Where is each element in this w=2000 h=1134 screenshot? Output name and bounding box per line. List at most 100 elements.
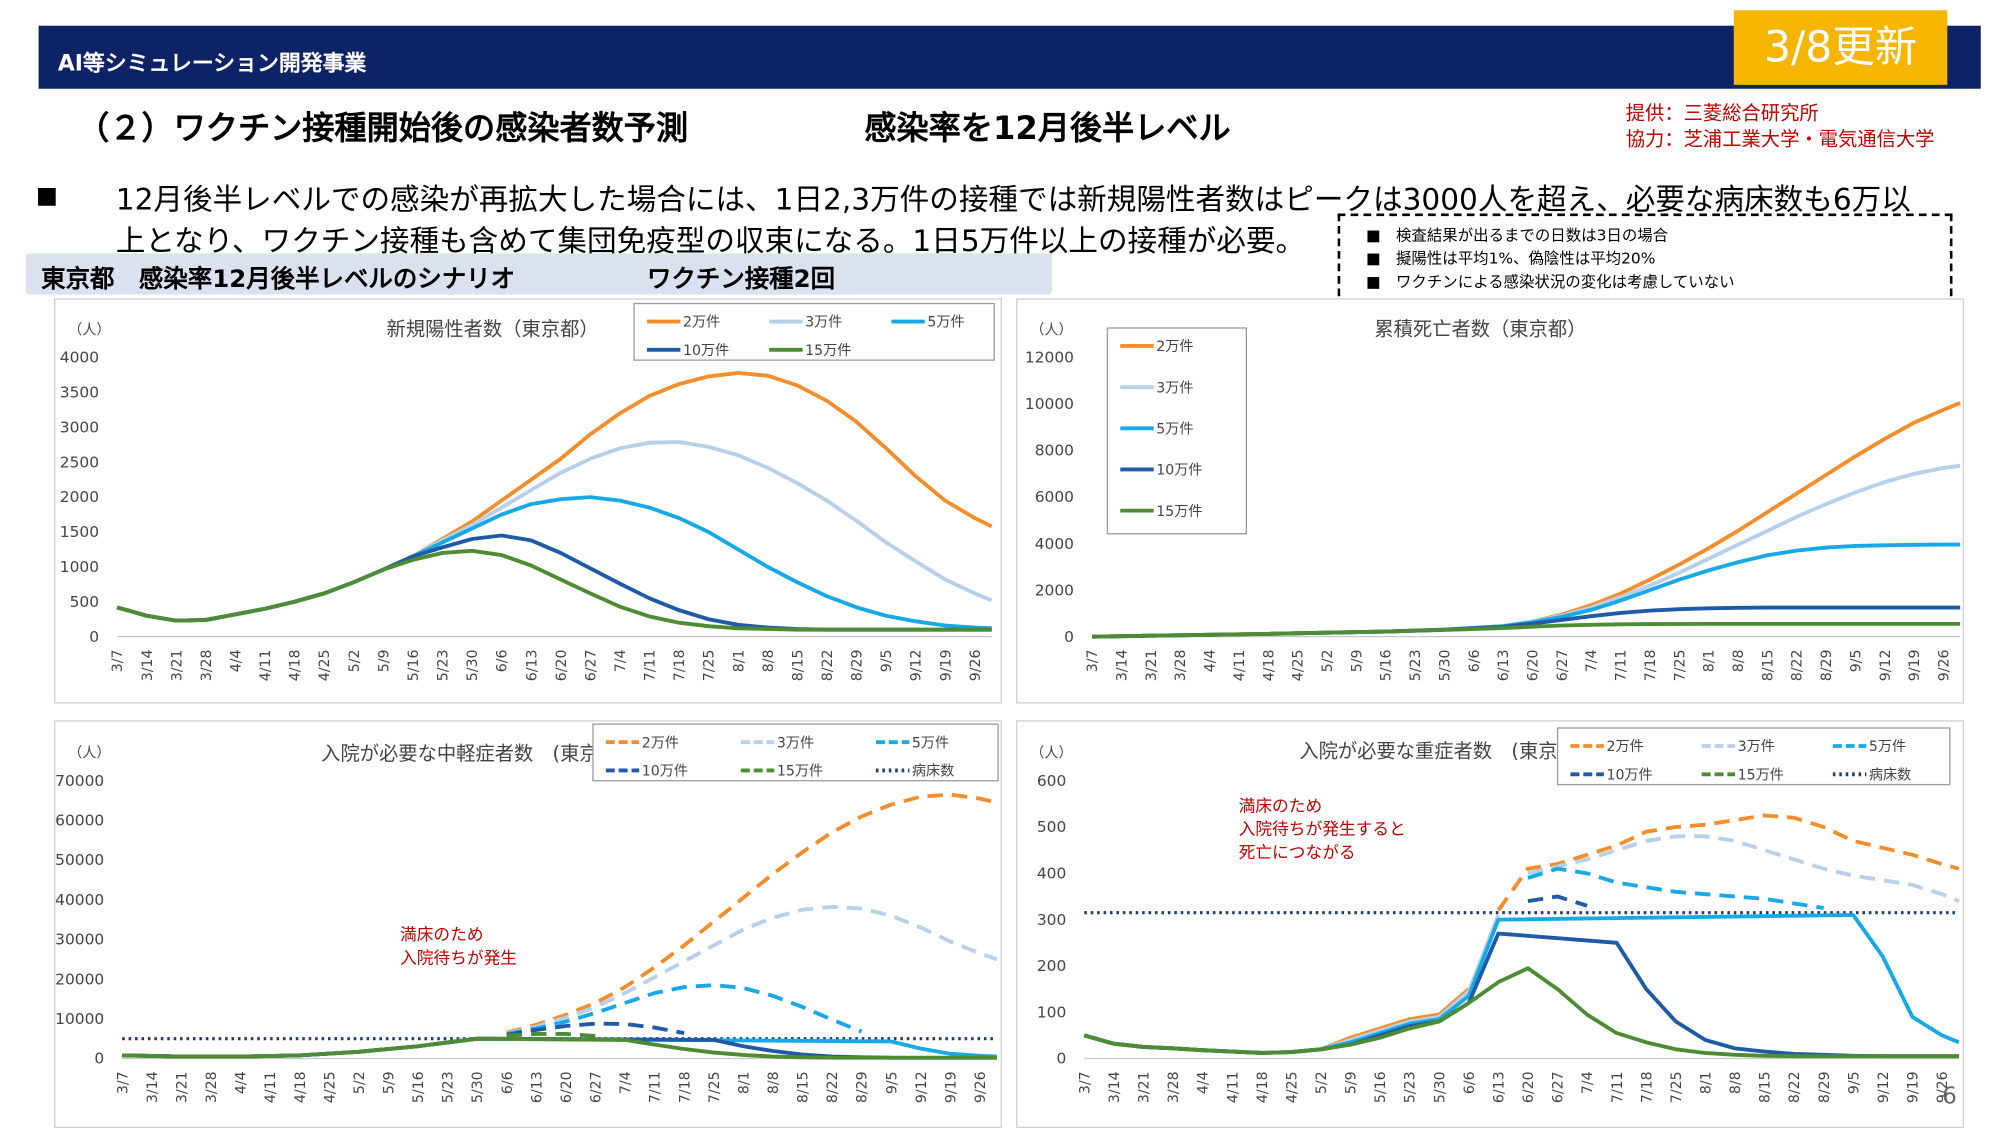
x-tick-label: 4/25 [1291, 650, 1307, 682]
update-badge: 3/8更新 [1733, 10, 1948, 85]
legend-label: 10万件 [683, 343, 729, 359]
x-tick-label: 7/4 [613, 650, 629, 673]
y-tick-label: 500 [1037, 818, 1066, 836]
chart-moderate-inpatients: 入院が必要な中軽症者数 (東京都) （人） 0 10000 20000 30000 4000… [55, 723, 999, 1103]
x-tick-label: 6/6 [500, 1071, 516, 1094]
legend-label: 2万件 [683, 315, 720, 331]
x-tick-label: 7/11 [1610, 1071, 1626, 1103]
x-tick-label: 9/19 [1906, 1071, 1922, 1103]
x-tick-label: 3/7 [115, 1071, 131, 1094]
x-tick-label: 8/1 [736, 1071, 752, 1094]
legend-box [633, 302, 995, 361]
legend-label: 5万件 [1869, 739, 1906, 755]
x-tick-label: 5/16 [406, 650, 422, 682]
series-dashed-s3 [1527, 834, 1960, 903]
x-tick-label: 5/30 [470, 1071, 486, 1103]
x-tick-label: 9/26 [973, 1071, 989, 1103]
x-tick-label: 7/25 [707, 1071, 723, 1103]
x-tick-label: 3/7 [1085, 650, 1101, 673]
legend-label: 3万件 [777, 735, 814, 751]
y-tick-label: 2000 [60, 488, 99, 506]
y-tick-label: 3500 [60, 384, 99, 402]
legend-box [1556, 727, 1951, 786]
y-tick-label: 400 [1037, 864, 1066, 882]
scenario-banner [25, 253, 1053, 295]
legend-label: 10万件 [1606, 767, 1652, 783]
series-dashed-s10 [1527, 894, 1588, 908]
x-tick-label: 6/20 [554, 650, 570, 682]
x-tick-label: 5/2 [1314, 1071, 1330, 1094]
x-tick-label: 7/11 [648, 1071, 664, 1103]
x-tick-label: 7/4 [618, 1071, 634, 1094]
bullet-line-1: 12月後半レベルでの感染が再拡大した場合には、1日2,3万件の接種では新規陽性者… [115, 183, 1911, 218]
legend-label: 3万件 [805, 315, 842, 331]
x-tick-label: 6/27 [589, 1071, 605, 1103]
x-tick-label: 3/14 [140, 650, 156, 682]
series-line-s3 [116, 440, 993, 623]
x-tick-label: 8/15 [796, 1071, 812, 1103]
x-tick-label: 3/21 [1137, 1071, 1153, 1103]
x-tick-label: 3/21 [174, 1071, 190, 1103]
y-tick-label: 8000 [1035, 442, 1074, 460]
x-tick-label: 3/28 [1166, 1071, 1182, 1103]
legend-label: 10万件 [642, 764, 688, 780]
y-tick-label: 0 [1064, 628, 1074, 646]
x-tick-label: 9/19 [943, 1071, 959, 1103]
y-tick-label: 30000 [55, 931, 104, 949]
header-bar [38, 25, 1981, 89]
note-3: ■ ワクチンによる感染状況の変化は考慮していない [1365, 272, 1735, 291]
x-tick-label: 9/5 [1848, 650, 1864, 673]
x-tick-label: 6/27 [1551, 1071, 1567, 1103]
legend-box [592, 723, 999, 782]
x-tick-label: 4/11 [258, 650, 274, 682]
x-tick-label: 9/19 [1907, 650, 1923, 682]
legend-label: 15万件 [805, 343, 851, 359]
y-tick-label: 500 [70, 593, 99, 611]
x-tick-label: 8/29 [1817, 1071, 1833, 1103]
x-tick-label: 7/18 [1643, 650, 1659, 682]
y-tick-label: 100 [1037, 1003, 1066, 1021]
x-tick-label: 6/27 [1555, 650, 1571, 682]
x-tick-label: 7/25 [702, 650, 718, 682]
x-tick-label: 6/6 [1462, 1071, 1478, 1094]
x-tick-label: 7/18 [677, 1071, 693, 1103]
note-2: ■ 擬陽性は平均1%、偽陰性は平均20% [1365, 249, 1656, 268]
x-tick-label: 5/30 [1437, 650, 1453, 682]
series-line-s15 [1091, 621, 1961, 639]
x-tick-label: 3/28 [199, 650, 215, 682]
x-tick-label: 9/26 [968, 650, 984, 682]
series-dashed-s5 [1527, 866, 1824, 910]
chart-panel-severe-inpatients: 入院が必要な重症者数 (東京都) （人） 0 100 200 300 400 500 600 3/… [1016, 720, 1965, 1128]
y-tick-label: 20000 [55, 970, 104, 988]
chart-new-positives: 新規陽性者数（東京都） （人） 0 500 1000 1500 2000 2500 3000 35… [60, 302, 995, 682]
x-tick-label: 3/21 [1144, 650, 1160, 682]
x-tick-label: 3/14 [1107, 1071, 1123, 1103]
series-line-s5 [116, 495, 992, 631]
x-tick-label: 4/11 [1232, 650, 1248, 682]
x-tick-label: 9/26 [1937, 650, 1953, 682]
chart-title: 入院が必要な中軽症者数 (東京都) [321, 742, 625, 765]
x-tick-label: 6/20 [1521, 1071, 1537, 1103]
legend-label: 3万件 [1738, 739, 1775, 755]
x-tick-label: 8/8 [1728, 1071, 1744, 1094]
x-tick-label: 4/18 [293, 1071, 309, 1103]
annotation-text: 入院待ちが発生すると [1239, 819, 1406, 839]
x-tick-label: 8/29 [1819, 650, 1835, 682]
y-tick-label: 6000 [1035, 488, 1074, 506]
x-tick-label: 9/12 [1876, 1071, 1892, 1103]
x-tick-label: 4/4 [1196, 1071, 1212, 1094]
x-tick-label: 4/4 [1203, 650, 1219, 673]
x-tick-label: 7/11 [643, 650, 659, 682]
chart-panel-cumulative-deaths: 累積死亡者数（東京都） （人） 0 2000 4000 6000 8000 10000 1200… [1016, 298, 1965, 704]
y-tick-label: 40000 [55, 891, 104, 909]
x-tick-label: 5/16 [1373, 1071, 1389, 1103]
y-tick-label: 12000 [1025, 349, 1074, 367]
y-tick-label: 4000 [60, 349, 99, 367]
x-tick-label: 4/4 [228, 650, 244, 673]
x-tick-label: 6/13 [529, 1071, 545, 1103]
x-tick-label: 5/23 [1403, 1071, 1419, 1103]
legend-label: 15万件 [1156, 504, 1202, 520]
x-tick-label: 3/28 [204, 1071, 220, 1103]
x-tick-label: 9/19 [938, 650, 954, 682]
